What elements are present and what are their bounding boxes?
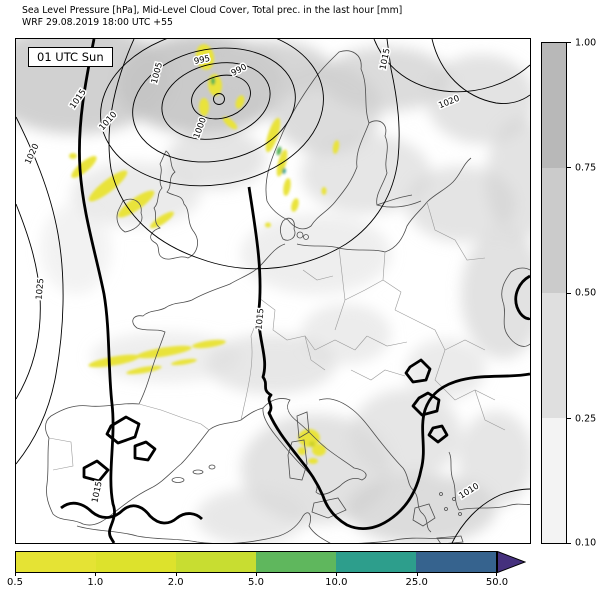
- low-center-marker: [213, 93, 225, 105]
- precip-colorbar-tick-label: 0.5: [7, 577, 23, 588]
- precip-colorbar-tick-label: 25.0: [405, 577, 428, 588]
- cloud-shading: [16, 39, 530, 543]
- timestamp-label: 01 UTC Sun: [28, 47, 113, 68]
- precip-colorbar-tick-label: 10.0: [325, 577, 348, 588]
- coastlines: [45, 50, 530, 543]
- isobar-label: 1020: [23, 142, 41, 166]
- isobar-label: 1015: [90, 480, 104, 503]
- cloud-colorbar-tick-label: 0.50: [575, 287, 597, 299]
- cloud-cover-colorbar: [541, 42, 567, 544]
- tick-mark: [336, 573, 337, 576]
- isobar-label: 1015: [378, 47, 392, 70]
- precip-colorbar-segment: [96, 552, 176, 572]
- precip-colorbar-tick-label: 5.0: [248, 577, 264, 588]
- cloud-colorbar-segment: [542, 293, 566, 418]
- precip-colorbar-segment: [336, 552, 416, 572]
- tick-mark: [176, 573, 177, 576]
- cloud-colorbar-tick-label: 0.75: [575, 162, 597, 174]
- precip-colorbar-segment: [256, 552, 336, 572]
- precip-colorbar-tick-label: 1.0: [87, 577, 104, 588]
- cloud-colorbar-segment: [542, 418, 566, 543]
- precip-colorbar-tick-label: 50.0: [485, 577, 509, 588]
- precip-colorbar: [15, 551, 497, 573]
- cloud-colorbar-tick-label: 0.25: [575, 413, 597, 425]
- isobars-thin: [16, 39, 530, 543]
- precip-colorbar-segment: [176, 552, 256, 572]
- tick-mark: [417, 573, 418, 576]
- precip-colorbar-segment: [416, 552, 496, 572]
- precip-colorbar-arrow: [497, 551, 526, 573]
- cloud-colorbar-tick-label: 1.00: [575, 37, 597, 49]
- map-panel: 1015 1010 1020 1025 1005 1000 995 990 10…: [15, 38, 531, 544]
- cloud-colorbar-ticks: 1.00 0.75 0.50 0.25 0.10: [567, 38, 611, 549]
- tick-mark: [567, 543, 571, 544]
- tick-mark: [567, 42, 571, 43]
- tick-mark: [496, 573, 497, 576]
- tick-mark: [567, 418, 571, 419]
- precip-colorbar-ticks: 0.5 1.0 2.0 5.0 10.0 25.0 50.0: [7, 577, 508, 591]
- tick-mark: [567, 293, 571, 294]
- figure-subtitle: WRF 29.08.2019 18:00 UTC +55: [22, 17, 173, 28]
- tick-mark: [256, 573, 257, 576]
- map-canvas: 1015 1010 1020 1025 1005 1000 995 990 10…: [16, 39, 530, 543]
- isobar-label: 1015: [255, 308, 267, 330]
- cloud-colorbar-segment: [542, 168, 566, 293]
- figure-title: Sea Level Pressure [hPa], Mid-Level Clou…: [22, 5, 403, 16]
- precip-colorbar-tick-label: 2.0: [167, 577, 184, 588]
- tick-mark: [567, 167, 571, 168]
- precip-patches: [69, 44, 340, 464]
- precip-colorbar-segment: [16, 552, 96, 572]
- cloud-colorbar-segment: [542, 43, 566, 168]
- cloud-colorbar-tick-label: 0.10: [575, 537, 597, 549]
- tick-mark: [95, 573, 96, 576]
- isobars-thick: [60, 39, 530, 543]
- isobar-label: 1025: [35, 278, 47, 300]
- tick-mark: [15, 573, 16, 576]
